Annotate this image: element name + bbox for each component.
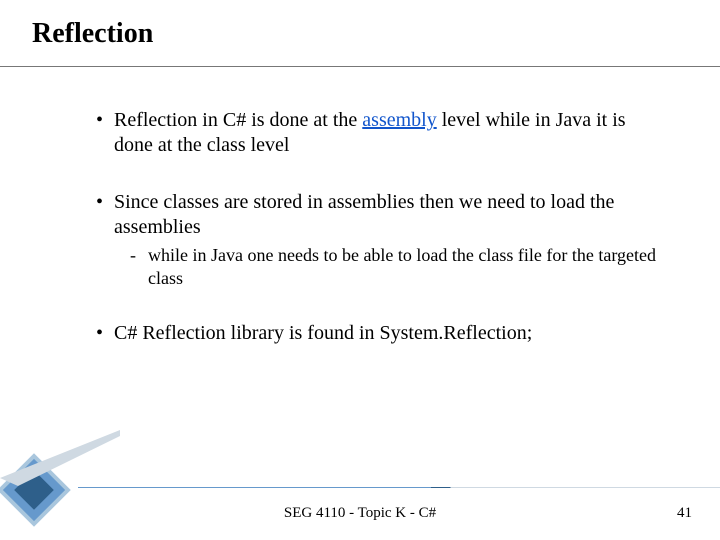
bullet-2: Since classes are stored in assemblies t… <box>96 190 656 289</box>
bullet-2-text: Since classes are stored in assemblies t… <box>114 191 614 238</box>
bullet-3-text: C# Reflection library is found in System… <box>114 322 532 344</box>
content-area: Reflection in C# is done at the assembly… <box>96 108 656 378</box>
bullet-2-sub-text: while in Java one needs to be able to lo… <box>148 245 656 288</box>
bullet-2-sub: while in Java one needs to be able to lo… <box>130 244 656 289</box>
bullet-1: Reflection in C# is done at the assembly… <box>96 108 656 158</box>
title-underline <box>0 66 720 67</box>
bullet-3: C# Reflection library is found in System… <box>96 321 656 346</box>
assembly-link[interactable]: assembly <box>362 109 436 131</box>
corner-decoration-icon <box>0 430 120 540</box>
bullet-1-text-pre: Reflection in C# is done at the <box>114 109 362 131</box>
slide-title: Reflection <box>32 18 153 50</box>
footer-text: SEG 4110 - Topic K - C# <box>0 505 720 522</box>
footer-divider <box>78 487 720 488</box>
slide: Reflection Reflection in C# is done at t… <box>0 0 720 540</box>
page-number: 41 <box>677 505 692 522</box>
